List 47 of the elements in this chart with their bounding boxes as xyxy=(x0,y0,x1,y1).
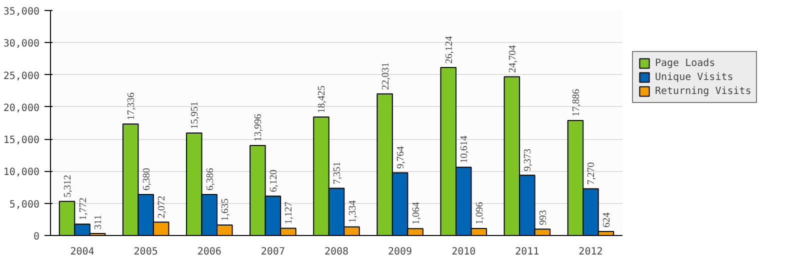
data-label: 6,380 xyxy=(141,168,152,190)
data-label: 993 xyxy=(538,210,549,226)
data-label: 17,336 xyxy=(126,92,138,120)
data-label: 624 xyxy=(601,212,612,228)
data-label: 26,124 xyxy=(444,36,455,64)
data-label: 6,386 xyxy=(204,168,216,190)
data-label: 1,127 xyxy=(284,202,295,224)
x-tick-label: 2005 xyxy=(134,246,158,258)
x-tick-label: 2012 xyxy=(578,246,603,258)
data-label: 1,334 xyxy=(347,200,358,223)
data-label: 5,312 xyxy=(62,174,74,198)
x-tick-label: 2004 xyxy=(70,246,94,258)
data-label: 17,886 xyxy=(570,89,582,117)
data-label: 15,951 xyxy=(190,101,201,129)
y-tick-label: 5,000 xyxy=(9,199,40,210)
legend-label: Page Loads xyxy=(655,57,716,69)
x-tick-label: 2011 xyxy=(515,246,540,258)
x-tick-label: 2010 xyxy=(452,246,476,258)
data-label: 6,120 xyxy=(268,170,280,192)
y-tick-label: 30,000 xyxy=(3,38,40,50)
y-tick-label: 35,000 xyxy=(3,6,40,18)
data-label: 311 xyxy=(93,214,104,230)
x-tick-label: 2006 xyxy=(197,246,222,258)
data-label: 1,064 xyxy=(410,202,422,225)
y-tick-label: 10,000 xyxy=(3,167,40,178)
y-tick-label: 0 xyxy=(33,232,40,242)
data-label: 9,373 xyxy=(522,148,534,172)
x-tick-label: 2007 xyxy=(260,246,285,258)
y-tick-label: 20,000 xyxy=(3,102,40,114)
data-label: 18,425 xyxy=(316,86,328,114)
data-label: 1,635 xyxy=(220,198,232,221)
data-label: 24,704 xyxy=(507,45,518,73)
data-label: 7,270 xyxy=(586,162,598,185)
y-tick-label: 25,000 xyxy=(3,70,40,82)
data-label: 13,996 xyxy=(253,114,264,142)
x-tick-label: 2009 xyxy=(388,246,412,258)
data-label: 2,072 xyxy=(156,196,168,218)
x-tick-label: 2008 xyxy=(324,246,349,258)
y-tick-label: 15,000 xyxy=(3,135,40,146)
legend-label: Returning Visits xyxy=(655,85,752,97)
data-label: 10,614 xyxy=(459,136,470,164)
data-label: 1,772 xyxy=(78,198,89,220)
data-label: 1,096 xyxy=(474,202,486,224)
legend-label: Unique Visits xyxy=(655,71,734,83)
data-label: 7,351 xyxy=(332,162,343,184)
data-label: 22,031 xyxy=(380,62,392,90)
data-label: 9,764 xyxy=(396,146,407,169)
